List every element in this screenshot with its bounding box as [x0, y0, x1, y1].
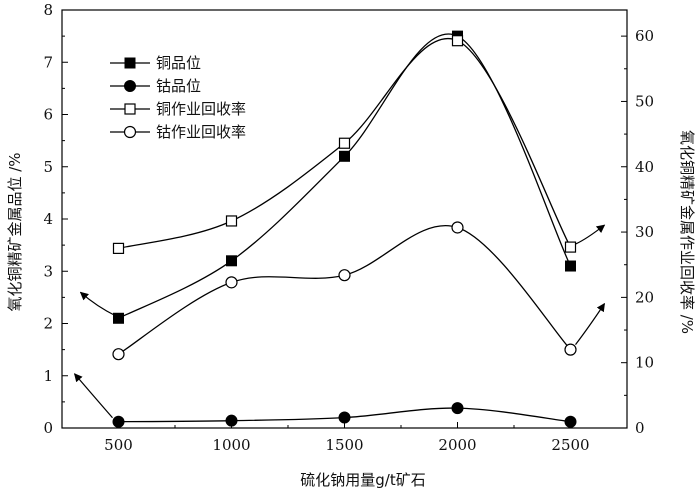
- x-tick-label: 1000: [212, 436, 250, 454]
- x-tick-label: 1500: [325, 436, 363, 454]
- legend-item: 钴作业回收率: [110, 123, 246, 141]
- co-grade-arrow: [73, 373, 113, 419]
- data-point: [113, 312, 124, 324]
- data-point: [225, 276, 238, 289]
- data-point: [226, 255, 237, 267]
- arrow-layer: [73, 224, 606, 419]
- right-tick-label: 50: [635, 92, 654, 110]
- left-tick-label: 4: [43, 210, 53, 228]
- left-y-axis-title: 氧化铜精矿金属品位 /%: [6, 152, 24, 311]
- data-point: [112, 242, 125, 254]
- data-point: [225, 414, 238, 427]
- series-3: [112, 35, 577, 254]
- legend-label: 钴品位: [156, 77, 201, 95]
- right-tick-label: 40: [635, 158, 654, 176]
- data-point: [338, 269, 351, 282]
- x-axis: 500 1000 1500 2000 2500: [104, 422, 590, 454]
- legend-item: 铜作业回收率: [110, 100, 246, 118]
- series-line: [118, 225, 571, 355]
- left-tick-label: 2: [43, 315, 53, 333]
- plot-frame: [61, 9, 628, 429]
- legend-item: 铜品位: [110, 54, 201, 72]
- legend-label: 钴作业回收率: [156, 123, 246, 141]
- data-point: [565, 260, 576, 272]
- plot-border: [61, 9, 628, 429]
- data-point: [339, 150, 350, 162]
- data-point: [225, 215, 238, 227]
- legend-marker: [124, 57, 136, 69]
- legend-item: 钴品位: [110, 77, 201, 95]
- data-point: [451, 221, 464, 234]
- left-tick-label: 3: [43, 262, 53, 280]
- left-tick-label: 0: [43, 419, 53, 437]
- right-tick-label: 30: [635, 223, 654, 241]
- x-axis-title: 硫化钠用量g/t矿石: [300, 471, 425, 489]
- data-point: [564, 343, 577, 356]
- x-tick-label: 500: [104, 436, 133, 454]
- x-tick-label: 2500: [551, 436, 589, 454]
- cu-recovery-arrow: [575, 224, 606, 245]
- series-layer: [112, 30, 577, 428]
- data-point: [451, 35, 464, 47]
- left-tick-label: 6: [43, 106, 53, 124]
- data-point: [338, 411, 351, 424]
- right-y-axis-title: 氧化铜精矿金属作业回收率 /%: [678, 130, 696, 334]
- series-line: [118, 33, 572, 319]
- series-2: [112, 402, 577, 428]
- right-tick-label: 10: [635, 354, 654, 372]
- co-recovery-arrow: [575, 302, 605, 345]
- legend-marker: [124, 80, 136, 92]
- left-y-axis: 0 1 2 3 4 5 6 7 8: [43, 1, 68, 437]
- legend-label: 铜品位: [156, 54, 201, 72]
- data-point: [564, 415, 577, 428]
- right-y-axis: 0 10 20 30 40 50 60: [621, 27, 654, 437]
- legend-marker: [123, 125, 137, 139]
- legend-marker: [124, 103, 136, 115]
- data-point: [451, 402, 464, 415]
- series-4: [112, 221, 577, 361]
- right-tick-label: 20: [635, 288, 654, 306]
- right-tick-label: 0: [635, 419, 645, 437]
- right-tick-label: 60: [635, 27, 654, 45]
- cu-grade-arrow: [79, 291, 117, 317]
- left-tick-label: 7: [43, 53, 53, 71]
- left-tick-label: 1: [43, 367, 53, 385]
- data-point: [338, 137, 351, 149]
- x-tick-label: 2000: [438, 436, 476, 454]
- data-point: [564, 241, 577, 253]
- left-tick-label: 5: [43, 158, 53, 176]
- left-tick-label: 8: [43, 1, 53, 19]
- legend-label: 铜作业回收率: [156, 100, 246, 118]
- series-line: [118, 37, 572, 250]
- data-point: [112, 348, 125, 361]
- data-point: [112, 415, 125, 428]
